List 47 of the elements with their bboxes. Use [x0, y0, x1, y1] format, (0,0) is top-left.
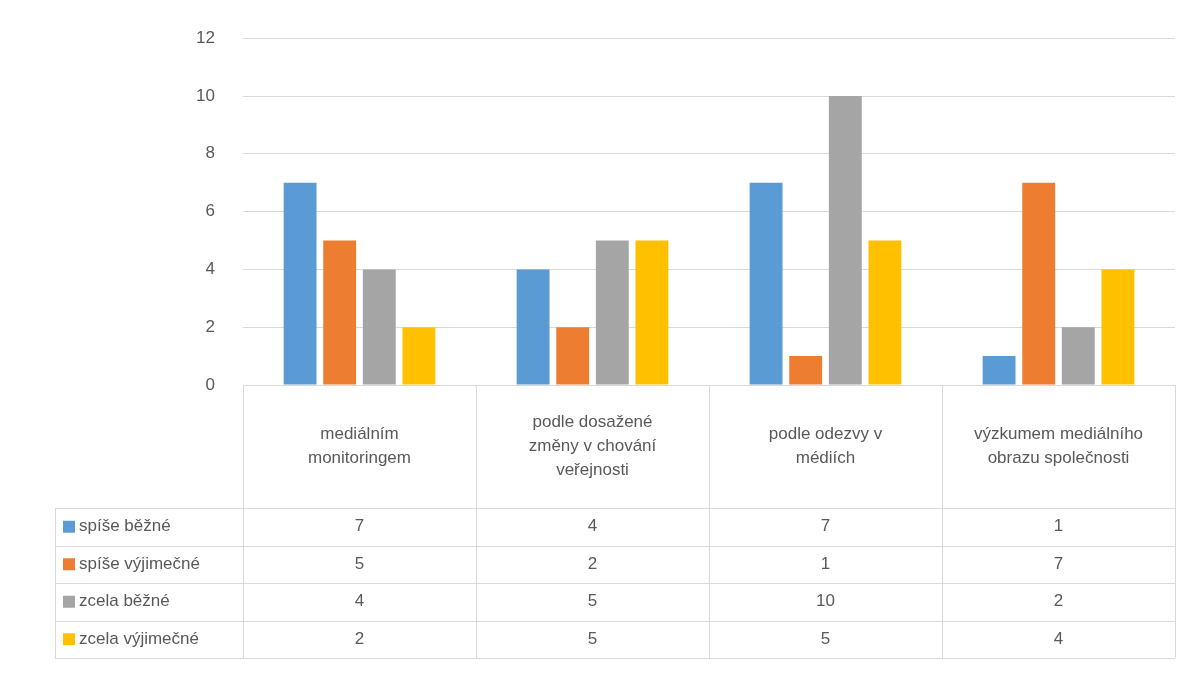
data-label: 5 [587, 628, 598, 648]
data-label: 1 [820, 553, 831, 573]
data-label: 5 [587, 591, 598, 611]
legend-label: zcela běžné [79, 591, 170, 611]
bar [828, 96, 862, 385]
y-tick-label: 2 [205, 316, 215, 336]
legend-label: spíše běžné [79, 516, 171, 536]
data-label: 2 [1053, 591, 1064, 611]
data-label: 4 [587, 516, 598, 536]
data-label: 10 [816, 591, 835, 611]
bar [982, 356, 1016, 385]
bar [1101, 269, 1135, 385]
data-label: 7 [354, 516, 365, 536]
x-tick-label: výzkumem mediálního obrazu společnosti [973, 424, 1144, 468]
bar [595, 240, 629, 385]
bar [323, 240, 357, 385]
y-tick-label: 10 [196, 85, 215, 105]
x-tick-label: podle odezvy v médiích [768, 424, 883, 468]
data-label: 2 [354, 628, 365, 648]
y-tick-label: 4 [205, 259, 215, 279]
bar [402, 327, 436, 385]
y-tick-label: 6 [205, 201, 215, 221]
bar [749, 182, 783, 385]
legend-label: spíše výjimečné [79, 553, 200, 573]
data-label: 5 [820, 628, 831, 648]
legend-label: zcela výjimečné [79, 628, 199, 648]
bar [556, 327, 590, 385]
data-label: 7 [1053, 553, 1064, 573]
bar [1022, 182, 1056, 385]
x-tick-label: podle dosažené změny v chování veřejnosti [528, 412, 657, 480]
bar [868, 240, 902, 385]
data-label: 2 [587, 553, 598, 573]
bar [362, 269, 396, 385]
data-label: 4 [1053, 628, 1064, 648]
bar [635, 240, 669, 385]
bar [789, 356, 823, 385]
y-tick-label: 8 [205, 143, 215, 163]
data-label: 4 [354, 591, 365, 611]
bar [1061, 327, 1095, 385]
data-label: 1 [1053, 516, 1064, 536]
y-tick-label: 12 [196, 27, 215, 47]
bar [283, 182, 317, 385]
data-label: 7 [820, 516, 831, 536]
x-tick-label: mediálním monitoringem [308, 424, 411, 468]
y-tick-label: 0 [205, 374, 215, 394]
data-label: 5 [354, 553, 365, 573]
bar [516, 269, 550, 385]
